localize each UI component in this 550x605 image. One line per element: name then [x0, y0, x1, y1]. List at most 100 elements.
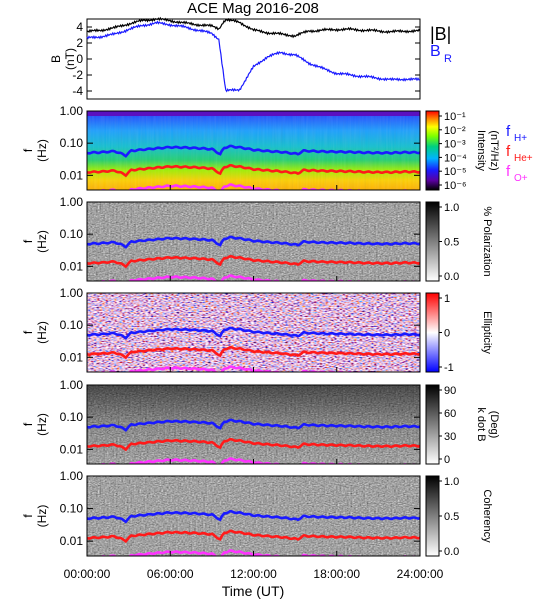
colorbar-label: Ellipticity — [481, 311, 493, 354]
colorbar: 90 60 30 0 k dot B (Deg) — [425, 384, 500, 466]
colorbar-tick-label: 10⁻³ — [444, 139, 466, 151]
y-tick-label: 2 — [76, 36, 83, 50]
colorbar-tick-label: 60 — [444, 408, 456, 420]
figure-title: ACE Mag 2016-208 — [187, 0, 319, 17]
colorbar-tick-label: 1.0 — [444, 202, 459, 214]
y-axis-unit: (nT) — [63, 48, 77, 70]
colorbar-label: Intensity — [475, 130, 487, 171]
coherency-panel: 1.00 0.10 0.01 f (Hz) 1.0 0.5 0.0 Coherency — [21, 469, 493, 558]
y-axis-unit: (Hz) — [35, 139, 49, 162]
y-tick-label: 0 — [76, 52, 83, 66]
x-axis: 00:00:00 06:00:00 12:00:00 18:00:00 24:00:00 — [64, 567, 444, 581]
y-tick-label: 1.00 — [60, 195, 84, 209]
legend-He-label: f — [506, 143, 511, 160]
y-tick-label: 0.10 — [60, 502, 84, 516]
y-tick-label: 0.10 — [60, 410, 84, 424]
y-tick-label: 4 — [76, 20, 83, 34]
colorbar-tick-label: 90 — [444, 385, 456, 397]
colorbar: 1.0 0.5 0.0 Coherency — [425, 475, 493, 558]
y-tick-label: 0.10 — [60, 136, 84, 150]
y-tick-label: 1.00 — [60, 286, 84, 300]
colorbar-tick-label: 0 — [444, 328, 450, 340]
colorbar-scale — [425, 384, 440, 465]
colorbar-tick-label: 0.5 — [444, 511, 459, 523]
y-tick-label: 0.01 — [60, 259, 84, 273]
x-tick-label: 00:00:00 — [64, 567, 111, 581]
magnetic-field-panel: 420-2-4B (nT)|B|B R — [49, 16, 452, 100]
y-axis-unit: (Hz) — [35, 230, 49, 253]
y-axis-unit: (Hz) — [35, 321, 49, 344]
spectrogram-image — [87, 476, 420, 556]
colorbar-unit: (Deg) — [488, 411, 500, 439]
colorbar-label: k dot B — [475, 407, 487, 441]
y-axis-label: f — [21, 422, 35, 426]
power-spectrum-panel: 1.000.100.01f (Hz)10⁻¹10⁻²10⁻³10⁻⁴10⁻⁵10⁻… — [21, 104, 533, 192]
colorbar-tick-label: 10⁻⁶ — [444, 180, 467, 192]
trace-f-H — [87, 510, 420, 524]
ellipticity-panel: 1.00 0.10 0.01 f (Hz) 1 0 -1 Ellipticity — [21, 286, 493, 374]
trace-f-He — [87, 164, 420, 178]
y-axis-unit: (Hz) — [35, 413, 49, 436]
colorbar-tick-label: 1 — [444, 293, 450, 305]
colorbar-tick-label: 30 — [444, 431, 456, 443]
x-tick-label: 24:00:00 — [397, 567, 444, 581]
trace-f-He — [87, 346, 420, 360]
colorbar-tick-label: 10⁻⁴ — [444, 152, 467, 164]
legend-B-R-subscript: R — [444, 53, 452, 65]
spectrogram-image — [87, 385, 420, 464]
y-tick-label: 0.01 — [60, 350, 84, 364]
spectrogram-top-band — [87, 111, 420, 116]
x-axis-label: Time (UT) — [222, 583, 284, 599]
colorbar-unit: (nT²/Hz) — [488, 130, 500, 170]
legend-B-total: |B| — [430, 24, 451, 44]
y-axis-label: f — [21, 148, 35, 152]
y-axis-label: B — [49, 55, 63, 63]
colorbar-scale — [425, 475, 440, 557]
colorbar-tick-label: 10⁻¹ — [444, 111, 466, 123]
legend-H-subscript: H+ — [514, 133, 527, 144]
legend-O-subscript: O+ — [514, 173, 528, 184]
trace-f-He — [87, 255, 420, 269]
spectrogram-image — [87, 111, 420, 190]
gyrofrequency-legend: f H+f He+f O+ — [506, 123, 533, 184]
colorbar-tick-label: 1.0 — [444, 476, 459, 488]
spectrogram-image — [87, 202, 420, 281]
colorbar-scale — [425, 201, 440, 282]
x-tick-label: 18:00:00 — [313, 567, 360, 581]
colorbar-tick-label: -1 — [444, 362, 454, 374]
legend-O-label: f — [506, 163, 511, 180]
y-tick-label: 0.10 — [60, 227, 84, 241]
colorbar-label: Coherency — [481, 489, 493, 543]
y-tick-label: 0.10 — [60, 318, 84, 332]
trace-f-H — [87, 418, 420, 432]
legend-H-label: f — [506, 123, 511, 140]
y-tick-label: 1.00 — [60, 378, 84, 392]
colorbar: 1 0 -1 Ellipticity — [425, 292, 493, 374]
colorbar-tick-label: 10⁻² — [444, 125, 466, 137]
colorbar: 10⁻¹ 10⁻² 10⁻³10⁻⁴ 10⁻⁵ 10⁻⁶ Intensity (nT²/Hz… — [425, 110, 500, 192]
y-axis-unit: (Hz) — [35, 505, 49, 528]
y-tick-label: 1.00 — [60, 469, 84, 483]
y-tick-label: -4 — [72, 84, 83, 98]
colorbar-tick-label: 10⁻⁵ — [444, 166, 467, 178]
legend-B-R: B — [430, 43, 441, 60]
trace-f-H — [87, 144, 420, 158]
y-axis-label: f — [21, 239, 35, 243]
legend-He-subscript: He+ — [514, 153, 533, 164]
y-tick-label: 0.01 — [60, 442, 84, 456]
colorbar-scale — [425, 110, 440, 191]
trace-f-He — [87, 529, 420, 544]
colorbar-tick-label: 0.0 — [444, 271, 459, 283]
spectrogram-image — [87, 293, 420, 372]
colorbar: 1.0 0.5 0.0 % Polarization — [425, 201, 493, 283]
wave-normal-angle-panel: 1.00 0.10 0.01 f (Hz) 90 60 30 0 k dot B (Deg) — [21, 378, 500, 466]
colorbar-tick-label: 0.5 — [444, 237, 459, 249]
colorbar-label: % Polarization — [481, 206, 493, 276]
trace-f-H — [87, 235, 420, 249]
y-axis-label: f — [21, 330, 35, 334]
x-tick-label: 12:00:00 — [230, 567, 277, 581]
x-tick-label: 06:00:00 — [147, 567, 194, 581]
series-line-B-total — [86, 16, 421, 39]
y-tick-label: -2 — [72, 68, 83, 82]
